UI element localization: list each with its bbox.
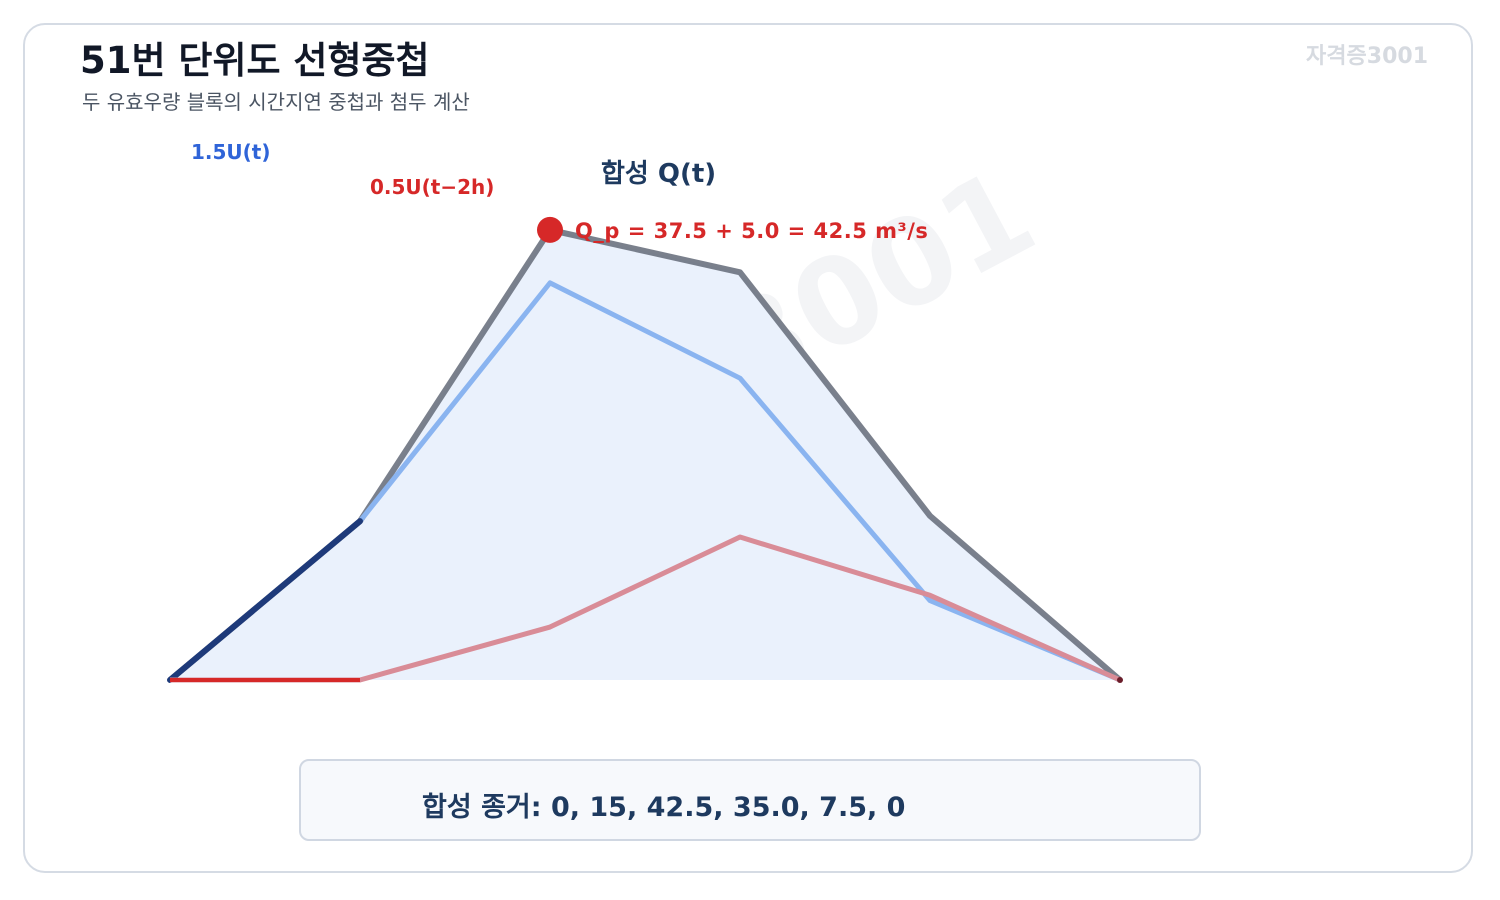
end-point-marker <box>1117 677 1123 683</box>
page-title: 51번 단위도 선형중첩 <box>80 39 430 82</box>
series-line-early-overlap <box>167 518 363 683</box>
peak-marker <box>537 216 563 243</box>
series-label-1-5u: 1.5U(t) <box>191 140 271 164</box>
result-ordinates: 합성 종거: 0, 15, 42.5, 35.0, 7.5, 0 <box>422 792 906 823</box>
total-area-fill <box>170 229 1120 681</box>
corner-watermark: 자격증3001 <box>1306 44 1428 69</box>
peak-annotation: Q_p = 37.5 + 5.0 = 42.5 m³/s <box>575 219 929 243</box>
page-subtitle: 두 유효우량 블록의 시간지연 중첩과 첨두 계산 <box>82 90 470 114</box>
result-box: 합성 종거: 0, 15, 42.5, 35.0, 7.5, 0 <box>299 759 1201 841</box>
series-label-0-5u-lagged: 0.5U(t−2h) <box>370 175 495 199</box>
series-label-total: 합성 Q(t) <box>601 159 717 189</box>
